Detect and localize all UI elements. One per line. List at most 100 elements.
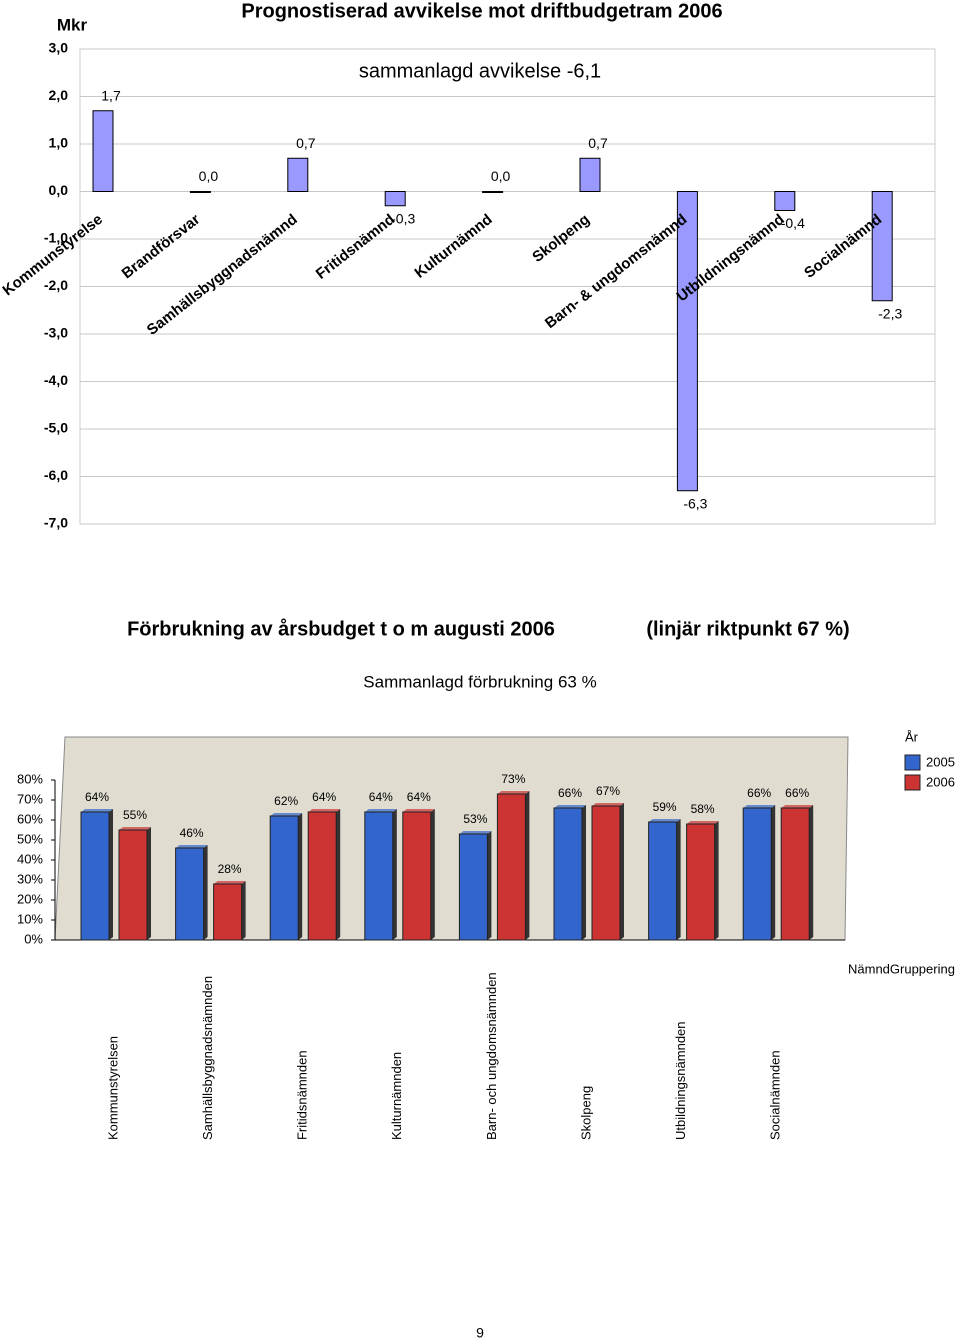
chart-title: Prognostiserad avvikelse mot driftbudget…	[241, 0, 722, 22]
data-label: 58%	[691, 802, 715, 816]
bar-depth	[582, 805, 586, 940]
bar	[118, 829, 148, 941]
x-tick-label: Utbildningsnämnden	[673, 1021, 688, 1140]
x-tick-label: Fritidsnämnden	[295, 1050, 310, 1140]
bar-top	[402, 809, 435, 812]
bar	[364, 811, 394, 941]
bar-top	[308, 809, 341, 812]
y-tick-label: -1,0	[44, 230, 68, 246]
bar-depth	[771, 805, 776, 940]
bar-depth	[203, 845, 208, 940]
x-tick-label: Fritidsnämnd	[313, 211, 398, 283]
bar-top	[497, 791, 530, 794]
bar-top	[459, 831, 492, 834]
bar-depth	[714, 821, 719, 940]
y-tick-label: 3,0	[49, 40, 69, 56]
y-tick-label: -7,0	[44, 515, 68, 531]
y-tick-label: 20%	[17, 891, 43, 906]
data-label: 0,7	[588, 135, 608, 151]
bar-depth	[487, 831, 492, 940]
bar-depth	[430, 809, 435, 940]
data-label: 28%	[218, 862, 242, 876]
data-label: 0,0	[199, 168, 219, 184]
data-label: 66%	[785, 786, 809, 800]
data-label: -6,3	[683, 495, 707, 511]
y-tick-label: 10%	[17, 911, 43, 926]
x-tick-label: Skolpeng	[529, 211, 593, 266]
bar-depth	[336, 809, 341, 940]
page-number: 9	[476, 1325, 484, 1341]
x-axis-label: NämndGruppering	[848, 961, 955, 976]
legend-swatch	[904, 754, 921, 771]
data-label: 64%	[312, 790, 336, 804]
bar	[80, 811, 110, 941]
y-axis-label: Mkr	[57, 15, 88, 34]
y-tick-label: -4,0	[44, 372, 68, 388]
data-label: 64%	[369, 790, 393, 804]
y-tick-label: -5,0	[44, 420, 68, 436]
bar	[496, 793, 526, 941]
chart-subtitle: Sammanlagd förbrukning 63 %	[363, 672, 596, 691]
y-tick-label: -3,0	[44, 325, 68, 341]
bar	[686, 823, 716, 941]
bar	[780, 807, 810, 941]
bar-depth	[676, 819, 681, 940]
data-label: 1,7	[101, 87, 121, 103]
x-tick-label: Skolpeng	[578, 1086, 593, 1140]
data-label: -0,3	[391, 210, 415, 226]
legend-swatch	[904, 774, 921, 791]
bar	[591, 805, 621, 941]
data-label: 0,0	[491, 168, 511, 184]
bar-top	[781, 805, 814, 808]
bar	[676, 191, 698, 492]
data-label: 62%	[274, 794, 298, 808]
y-tick-label: -2,0	[44, 277, 68, 293]
bar	[287, 157, 309, 192]
bar-top	[554, 805, 586, 808]
legend-title: År	[905, 729, 919, 744]
bar-top	[81, 809, 113, 812]
y-tick-label: 70%	[17, 791, 43, 806]
x-tick-label: Brandförsvar	[119, 211, 204, 282]
data-label: 0,7	[296, 135, 316, 151]
data-label: 64%	[85, 790, 109, 804]
bar	[871, 191, 893, 302]
bar-depth	[241, 881, 246, 940]
y-tick-label: 2,0	[49, 87, 69, 103]
y-tick-label: 1,0	[49, 135, 69, 151]
x-tick-label: Kulturnämnden	[389, 1052, 404, 1140]
data-label: 55%	[123, 808, 147, 822]
bar	[742, 807, 772, 941]
y-tick-label: -6,0	[44, 467, 68, 483]
bar	[307, 811, 337, 941]
bar-top	[175, 845, 208, 848]
plot-area	[54, 736, 849, 941]
bar	[384, 191, 406, 207]
data-label: 73%	[501, 772, 525, 786]
legend-label: 2005	[926, 754, 955, 769]
bar-top	[648, 819, 681, 822]
data-label: -2,3	[878, 305, 902, 321]
bar	[402, 811, 432, 941]
annotation: (linjär riktpunkt 67 %)	[646, 618, 849, 640]
data-label: 46%	[180, 826, 204, 840]
data-label: 53%	[463, 812, 487, 826]
y-tick-label: 0%	[24, 931, 43, 946]
y-tick-label: 50%	[17, 831, 43, 846]
x-tick-label: Samhällsbyggnadsnämnden	[200, 976, 215, 1140]
bar	[92, 110, 114, 192]
data-label: 64%	[407, 790, 431, 804]
bar	[482, 191, 504, 193]
bar-depth	[809, 805, 814, 940]
data-label: 66%	[558, 786, 582, 800]
x-tick-label: Kulturnämnd	[411, 211, 495, 282]
bar-depth	[298, 813, 303, 940]
legend-label: 2006	[926, 774, 955, 789]
bar	[774, 191, 796, 211]
chart-title: Förbrukning av årsbudget t o m augusti 2…	[127, 617, 555, 640]
bar-depth	[620, 803, 624, 940]
chart-subtitle: sammanlagd avvikelse -6,1	[359, 60, 601, 82]
bar-top	[213, 881, 246, 884]
bar-depth	[109, 809, 113, 940]
